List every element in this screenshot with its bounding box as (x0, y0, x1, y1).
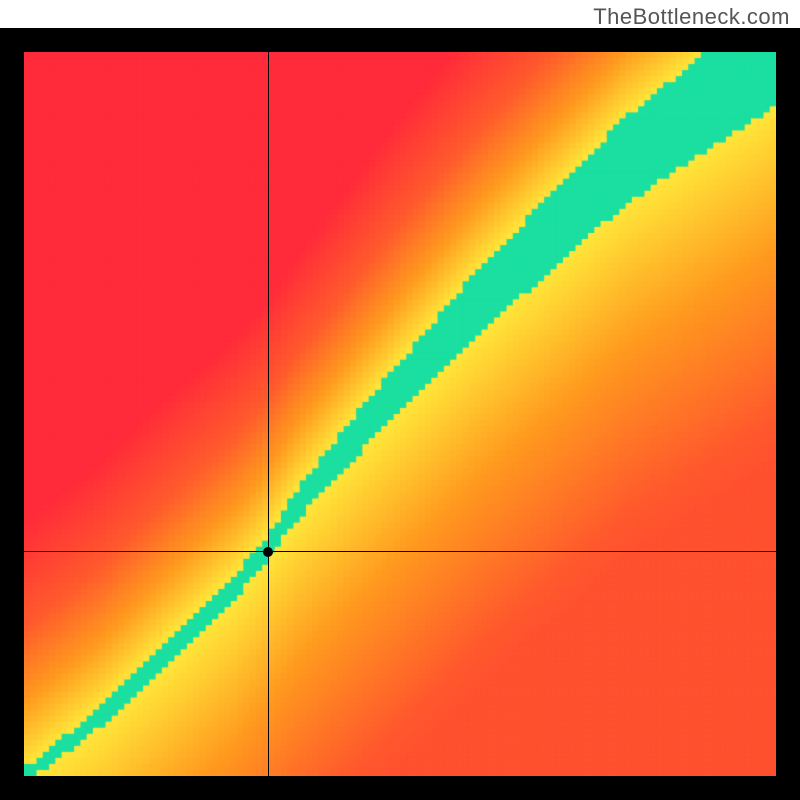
chart-frame (0, 28, 800, 800)
bottleneck-heatmap (24, 52, 776, 776)
operating-point-marker (263, 547, 273, 557)
crosshair-vertical (268, 52, 269, 776)
watermark-text: TheBottleneck.com (593, 4, 790, 30)
crosshair-horizontal (24, 551, 776, 552)
